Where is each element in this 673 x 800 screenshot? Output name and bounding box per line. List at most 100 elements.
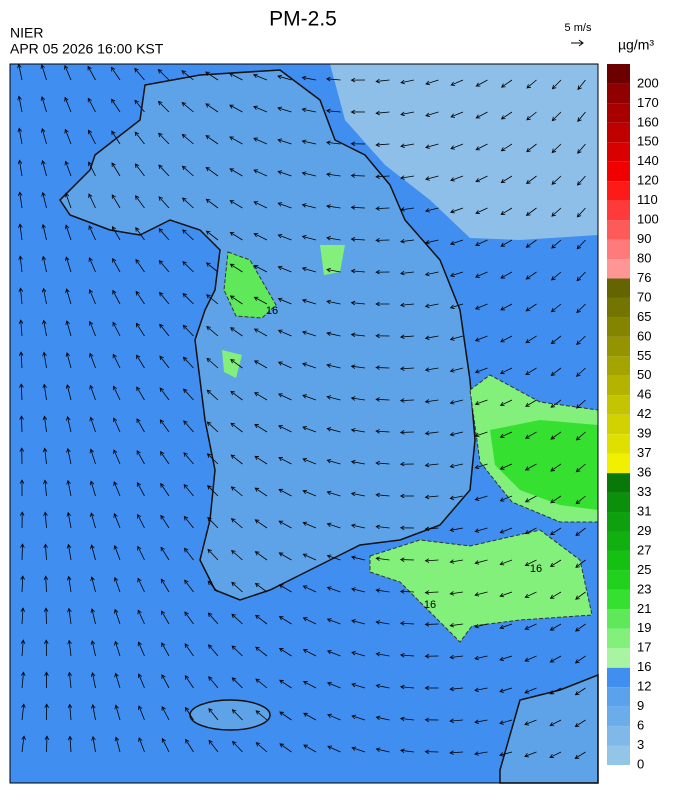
wind-arrow <box>500 143 513 152</box>
wind-arrow <box>137 609 145 625</box>
wind-arrow <box>526 79 537 89</box>
wind-arrow <box>399 461 415 467</box>
wind-arrow <box>87 65 96 81</box>
wind-arrow <box>206 389 219 401</box>
wind-arrow <box>114 672 121 689</box>
wind-arrow <box>425 111 439 117</box>
wind-arrow <box>205 166 219 177</box>
wind-arrow <box>424 367 439 372</box>
wind-arrow <box>449 303 464 309</box>
legend-tick-label: 140 <box>637 153 659 168</box>
legend-swatch <box>607 414 630 435</box>
wind-arrow <box>500 239 513 247</box>
wind-arrow <box>134 131 145 145</box>
wind-arrow <box>231 613 243 625</box>
wind-arrow <box>88 161 96 177</box>
wind-arrow <box>375 206 390 211</box>
wind-arrow <box>113 513 121 529</box>
wind-arrow <box>40 96 47 113</box>
wind-arrow <box>207 612 219 625</box>
wind-arrow <box>18 223 23 241</box>
wind-arrow <box>474 495 488 501</box>
wind-arrow <box>232 740 243 753</box>
wind-arrow <box>67 607 72 625</box>
wind-arrow <box>550 495 562 504</box>
wind-arrow <box>575 591 586 600</box>
wind-arrow <box>64 160 72 177</box>
wind-arrow <box>327 681 341 689</box>
legend-tick-label: 55 <box>637 348 651 363</box>
wind-arrow <box>475 271 488 278</box>
wind-arrow <box>326 490 341 497</box>
wind-arrow <box>449 559 464 564</box>
wind-arrow <box>350 555 366 561</box>
wind-arrow <box>182 261 194 273</box>
wind-arrow <box>424 558 439 563</box>
wind-arrow <box>375 429 390 434</box>
wind-arrow <box>112 257 121 273</box>
wind-arrow <box>327 713 341 721</box>
wind-arrow <box>375 110 390 116</box>
wind-arrow <box>65 352 72 369</box>
wind-arrow <box>375 715 390 721</box>
wind-arrow <box>302 585 317 593</box>
wind-arrow <box>230 518 243 529</box>
wind-arrow <box>302 617 317 625</box>
wind-arrow <box>91 704 96 721</box>
legend-tick-label: 6 <box>637 718 644 733</box>
wind-arrow <box>549 751 562 759</box>
wind-arrow <box>137 513 145 529</box>
wind-arrow <box>574 687 586 696</box>
legend-swatch <box>607 434 630 454</box>
pm-patch <box>222 350 242 378</box>
wind-arrow <box>526 143 537 153</box>
wind-arrow <box>135 258 145 273</box>
wind-arrow <box>499 751 513 757</box>
wind-arrow <box>524 495 537 503</box>
wind-arrow <box>449 718 464 724</box>
wind-arrow <box>350 205 366 210</box>
wind-arrow <box>424 622 439 627</box>
wind-arrow <box>278 552 292 561</box>
wind-arrow <box>499 367 513 375</box>
wind-arrow <box>525 207 537 216</box>
wind-arrow <box>113 544 121 561</box>
wind-arrow <box>424 239 439 245</box>
wind-arrow <box>350 396 366 401</box>
wind-arrow <box>375 683 390 689</box>
wind-arrow <box>575 399 586 409</box>
wind-arrow <box>254 424 268 433</box>
wind-arrow <box>375 238 390 243</box>
legend-tick-label: 16 <box>637 659 651 674</box>
legend-tick-label: 42 <box>637 406 651 421</box>
wind-arrow <box>19 447 25 465</box>
wind-arrow <box>43 511 48 529</box>
wind-arrow <box>279 711 292 721</box>
wind-arrow <box>231 549 243 561</box>
wind-arrow <box>375 460 390 466</box>
wind-arrow <box>67 735 73 753</box>
legend-tick-label: 25 <box>637 562 651 577</box>
wind-arrow <box>88 257 96 273</box>
wind-arrow <box>17 95 23 113</box>
wind-arrow <box>255 646 268 657</box>
legend-tick-label: 90 <box>637 231 651 246</box>
wind-arrow <box>136 418 145 433</box>
wind-arrow <box>65 320 72 337</box>
wind-arrow <box>67 671 73 689</box>
wind-arrow <box>375 301 390 307</box>
wind-arrow <box>44 639 49 657</box>
wind-arrow <box>66 575 72 593</box>
wind-arrow <box>301 171 317 177</box>
legend-tick-label: 19 <box>637 620 651 635</box>
wind-arrow <box>184 579 194 593</box>
wind-arrow <box>574 751 586 759</box>
wind-arrow <box>499 463 513 470</box>
legend-swatch <box>607 589 630 610</box>
wind-arrow <box>449 686 464 692</box>
wind-arrow <box>350 141 366 147</box>
wind-arrow <box>253 137 268 145</box>
wind-arrow <box>301 107 317 113</box>
legend-swatch <box>607 278 630 298</box>
wind-arrow <box>549 623 562 631</box>
